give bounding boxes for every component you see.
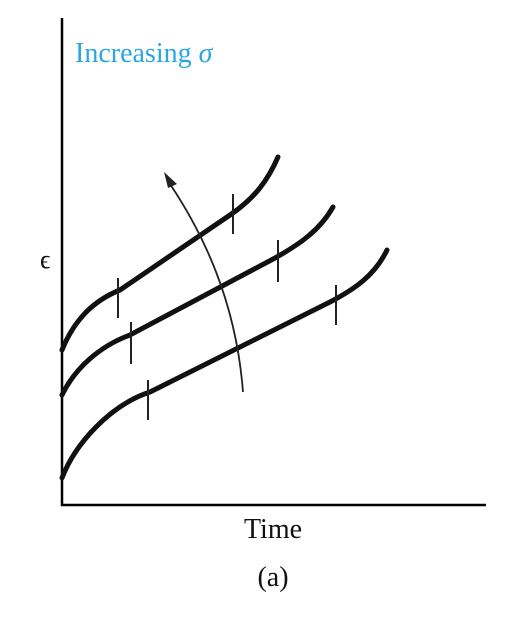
caption: (a)	[257, 562, 288, 593]
arrow-shaft	[169, 183, 244, 393]
annotation-text: Increasing	[75, 38, 192, 69]
annotation-symbol: σ	[199, 38, 214, 69]
x-axis-label: Time	[244, 514, 302, 545]
arrow-head	[164, 172, 177, 188]
y-axis-label: ϵ	[40, 245, 51, 274]
annotation: Increasing σ	[75, 38, 214, 69]
transition-marks	[117, 194, 337, 420]
curve-high	[59, 154, 281, 353]
curve-low	[59, 247, 390, 481]
